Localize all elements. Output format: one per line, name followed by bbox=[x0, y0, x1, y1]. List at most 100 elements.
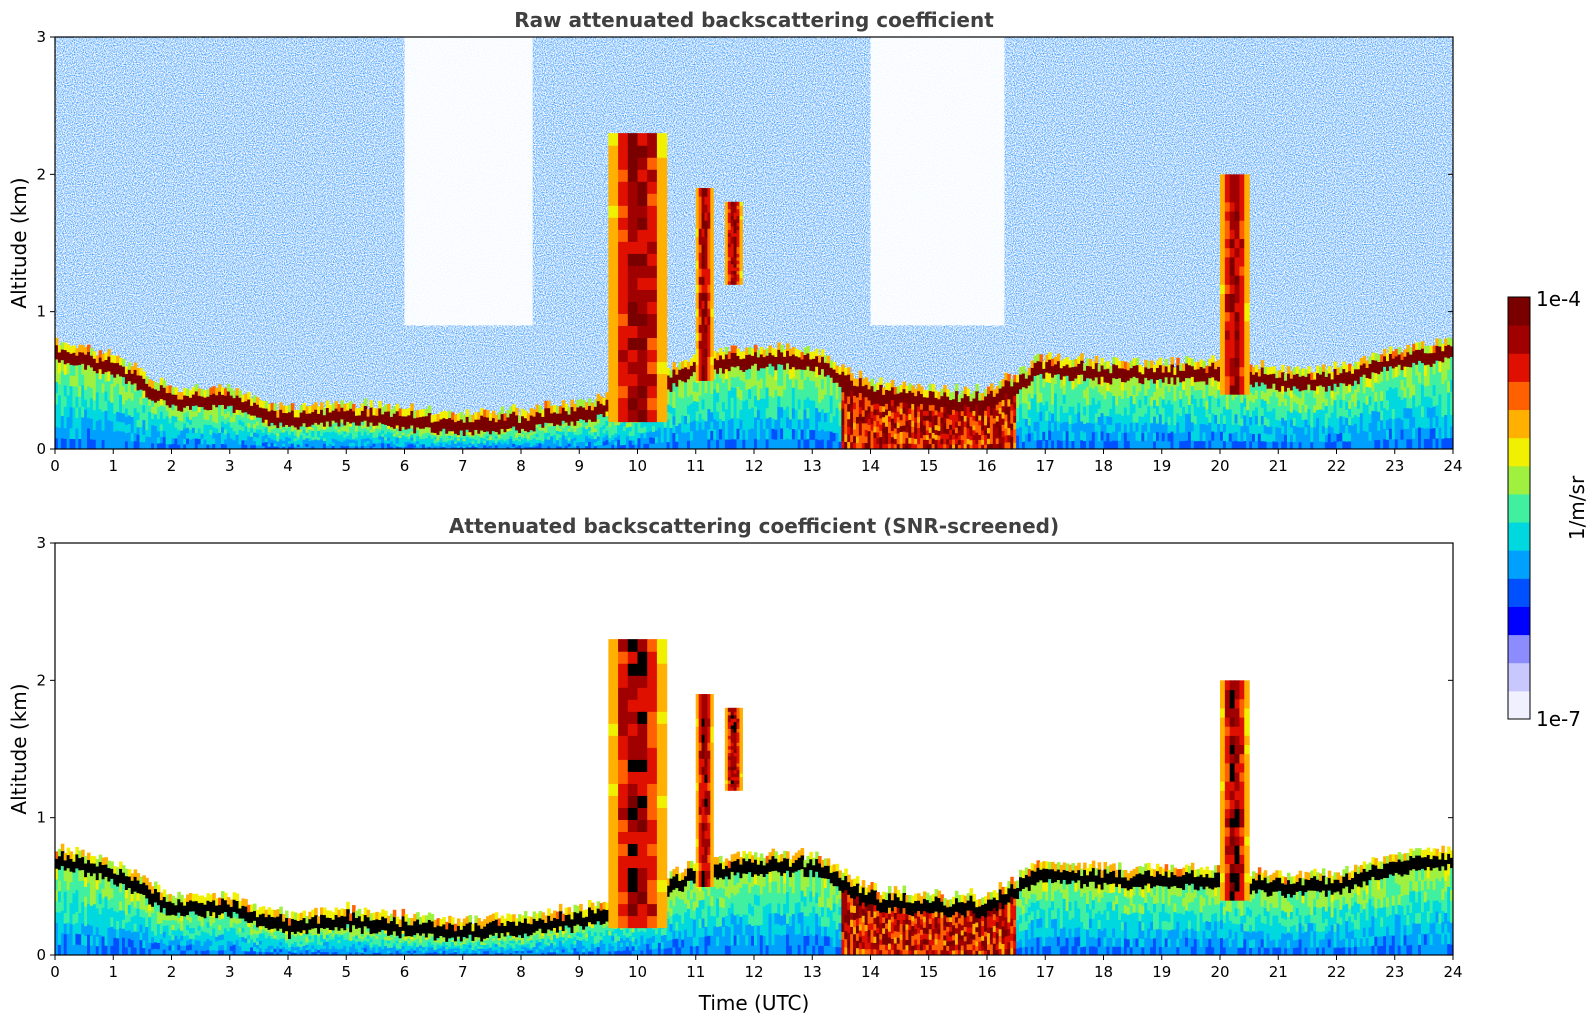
cloud-cell bbox=[695, 332, 700, 341]
bl-cell bbox=[1199, 414, 1204, 425]
bl-cell bbox=[1295, 433, 1300, 442]
cloud-cell bbox=[618, 349, 629, 363]
bl-top-layer bbox=[754, 351, 758, 364]
bl-cell bbox=[1004, 406, 1008, 415]
bl-cell bbox=[226, 432, 231, 439]
bl-top-layer bbox=[689, 365, 694, 377]
bl-top-layer bbox=[730, 352, 735, 367]
bl-cell bbox=[1237, 407, 1241, 417]
bl-cell bbox=[1118, 395, 1122, 406]
bl-cell bbox=[1356, 416, 1361, 426]
cloud-cell bbox=[701, 324, 706, 333]
bl-cell bbox=[186, 421, 190, 428]
bl-cell bbox=[363, 438, 368, 443]
bl-cell bbox=[1126, 405, 1131, 416]
bl-cell bbox=[1217, 397, 1221, 408]
bl-cell bbox=[984, 434, 988, 440]
bl-edge bbox=[1083, 363, 1087, 371]
bl-cell bbox=[459, 434, 464, 438]
bl-cell bbox=[890, 399, 895, 407]
bl-cell bbox=[809, 429, 813, 440]
bl-cell bbox=[375, 440, 379, 444]
bl-cell bbox=[1313, 389, 1317, 398]
bl-cell bbox=[247, 426, 251, 432]
bl-cell bbox=[972, 439, 976, 445]
bl-cell bbox=[346, 442, 350, 447]
bl-cell bbox=[1176, 376, 1180, 387]
bl-cell bbox=[1167, 424, 1172, 434]
bl-cell bbox=[395, 424, 400, 429]
bl-cell bbox=[899, 431, 904, 438]
bl-cell bbox=[570, 441, 575, 447]
bl-cell bbox=[308, 443, 312, 447]
bl-cell bbox=[282, 437, 286, 442]
bl-cell bbox=[462, 447, 467, 449]
bl-cell bbox=[255, 416, 260, 422]
bl-cell bbox=[1167, 432, 1172, 442]
bl-cell bbox=[783, 419, 787, 430]
bl-top-layer bbox=[719, 354, 723, 369]
bl-cell bbox=[273, 439, 277, 444]
bl-cell bbox=[395, 445, 400, 449]
bl-cell bbox=[960, 410, 965, 416]
bl-cell bbox=[835, 398, 840, 408]
cloud-cell bbox=[647, 193, 658, 206]
bl-cell bbox=[794, 419, 799, 430]
bl-cell bbox=[282, 446, 286, 449]
bl-edge bbox=[1281, 364, 1285, 373]
bl-cell bbox=[159, 430, 164, 437]
bl-cell bbox=[264, 426, 269, 431]
bl-top-layer bbox=[954, 390, 959, 406]
bl-top-layer bbox=[506, 416, 510, 429]
bl-cell bbox=[273, 427, 277, 432]
bl-cell bbox=[1138, 424, 1142, 434]
bl-top-layer bbox=[823, 362, 828, 377]
cloud-cell bbox=[618, 157, 629, 170]
bl-top-layer bbox=[1056, 360, 1061, 375]
bl-cell bbox=[599, 431, 604, 437]
bl-top-layer bbox=[1077, 363, 1081, 376]
bl-cell bbox=[587, 419, 592, 424]
bl-cell bbox=[1001, 411, 1006, 419]
cloud-cell bbox=[637, 373, 648, 387]
bl-cell bbox=[1400, 389, 1405, 400]
bl-cell bbox=[60, 437, 65, 449]
bl-cell bbox=[724, 428, 729, 440]
bl-cell bbox=[503, 438, 508, 441]
bl-cell bbox=[127, 423, 132, 433]
bl-cell bbox=[532, 435, 537, 439]
bl-cell bbox=[183, 412, 187, 419]
cloud-cell bbox=[647, 181, 658, 194]
bl-cell bbox=[1109, 391, 1113, 401]
bl-cell bbox=[104, 419, 109, 431]
bl-cell bbox=[1252, 441, 1256, 449]
bl-cell bbox=[652, 425, 656, 433]
bl-cell bbox=[733, 407, 738, 419]
bl-cell bbox=[369, 432, 374, 437]
bl-top-layer bbox=[937, 398, 941, 413]
bl-cell bbox=[1423, 385, 1428, 397]
bl-cell bbox=[410, 445, 414, 449]
bl-top-layer bbox=[445, 418, 449, 434]
bl-edge bbox=[544, 400, 548, 409]
bl-edge bbox=[1330, 371, 1335, 380]
bl-cell bbox=[605, 444, 609, 449]
bl-top-layer bbox=[188, 397, 193, 410]
bl-cell bbox=[1415, 406, 1419, 418]
bl-top-layer bbox=[1426, 352, 1431, 365]
bl-cell bbox=[1155, 396, 1160, 407]
bl-cell bbox=[1353, 397, 1358, 407]
bl-cell bbox=[1278, 420, 1282, 428]
bl-top-layer bbox=[550, 412, 554, 424]
bl-cell bbox=[704, 411, 708, 422]
bl-cell bbox=[765, 376, 770, 388]
bl-cell bbox=[433, 436, 438, 440]
bl-top-layer bbox=[226, 390, 231, 407]
bl-cell bbox=[646, 437, 650, 444]
bl-cell bbox=[1001, 436, 1006, 444]
bl-cell bbox=[649, 436, 653, 444]
bl-cell bbox=[1080, 430, 1084, 441]
bl-top-layer bbox=[174, 394, 178, 406]
bl-cell bbox=[756, 389, 761, 401]
bl-cell bbox=[413, 432, 417, 436]
